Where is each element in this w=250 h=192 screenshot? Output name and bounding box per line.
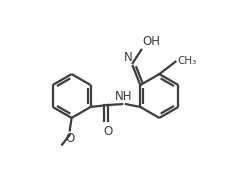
Text: O: O [103, 125, 113, 138]
Text: N: N [124, 51, 132, 64]
Text: CH₃: CH₃ [177, 56, 196, 66]
Text: OH: OH [142, 35, 160, 48]
Text: O: O [65, 132, 74, 145]
Text: NH: NH [115, 90, 133, 103]
